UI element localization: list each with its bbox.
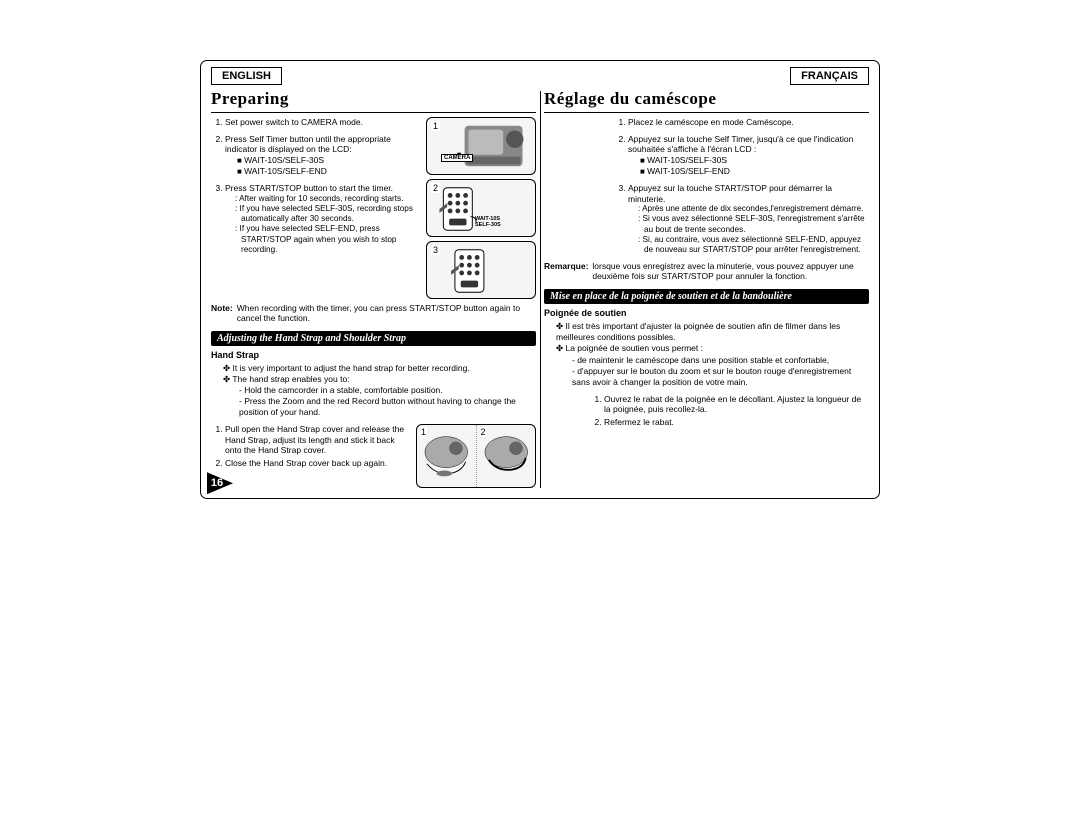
- title-fr: Réglage du caméscope: [544, 87, 869, 113]
- step-1-en: Set power switch to CAMERA mode.: [225, 117, 420, 128]
- title-en: Preparing: [211, 87, 536, 113]
- timer-section-fr: Placez le caméscope en mode Caméscope. A…: [544, 117, 869, 255]
- hs-bullet-1-fr: Il est très important d'ajuster la poign…: [556, 321, 869, 343]
- step-2-en: Press Self Timer button until the approp…: [225, 134, 420, 177]
- figure-3: 3: [426, 241, 536, 299]
- step-3-fr: Appuyez sur la touche START/STOP pour dé…: [628, 183, 869, 256]
- camera-label: CAMERA: [441, 154, 473, 162]
- hand-strap-steps-fr: Ouvrez le rabat de la poignée en le déco…: [544, 394, 869, 430]
- hand-strap-figure: 1 2: [416, 424, 536, 488]
- lang-tab-english: ENGLISH: [211, 67, 282, 85]
- figure-2: 2 WAIT-10SSELF-30S: [426, 179, 536, 237]
- section-bar-en: Adjusting the Hand Strap and Shoulder St…: [211, 331, 536, 346]
- hs-step-1-en: Pull open the Hand Strap cover and relea…: [225, 424, 410, 456]
- hs-step-2-en: Close the Hand Strap cover back up again…: [225, 458, 410, 469]
- hs-bullet-1-en: It is very important to adjust the hand …: [223, 363, 536, 374]
- note-en: Note: When recording with the timer, you…: [211, 303, 536, 323]
- french-column: FRANÇAIS Réglage du caméscope Placez le …: [540, 61, 879, 498]
- hand-strap-head-en: Hand Strap: [211, 350, 536, 360]
- hand-strap-steps-en: Pull open the Hand Strap cover and relea…: [211, 424, 536, 488]
- note-fr: Remarque: lorsque vous enregistrez avec …: [544, 261, 869, 281]
- manual-page: ENGLISH Preparing Set power switch to CA…: [200, 60, 880, 499]
- hand-strap-head-fr: Poignée de soutien: [544, 308, 869, 318]
- hs-step-1-fr: Ouvrez le rabat de la poignée en le déco…: [604, 394, 869, 415]
- hs-step-2-fr: Refermez le rabat.: [604, 417, 869, 428]
- hs-bullet-2-en: The hand strap enables you to: Hold the …: [223, 374, 536, 418]
- hs-bullet-2-fr: La poignée de soutien vous permet : de m…: [556, 343, 869, 387]
- english-column: ENGLISH Preparing Set power switch to CA…: [201, 61, 540, 498]
- timer-section-en: Set power switch to CAMERA mode. Press S…: [211, 117, 536, 299]
- step-3-en: Press START/STOP button to start the tim…: [225, 183, 420, 255]
- section-bar-fr: Mise en place de la poignée de soutien e…: [544, 289, 869, 304]
- lang-tab-french: FRANÇAIS: [790, 67, 869, 85]
- figure-1: 1 CAMERA: [426, 117, 536, 175]
- step-2-fr: Appuyez sur la touche Self Timer, jusqu'…: [628, 134, 869, 177]
- step-1-fr: Placez le caméscope en mode Caméscope.: [628, 117, 869, 128]
